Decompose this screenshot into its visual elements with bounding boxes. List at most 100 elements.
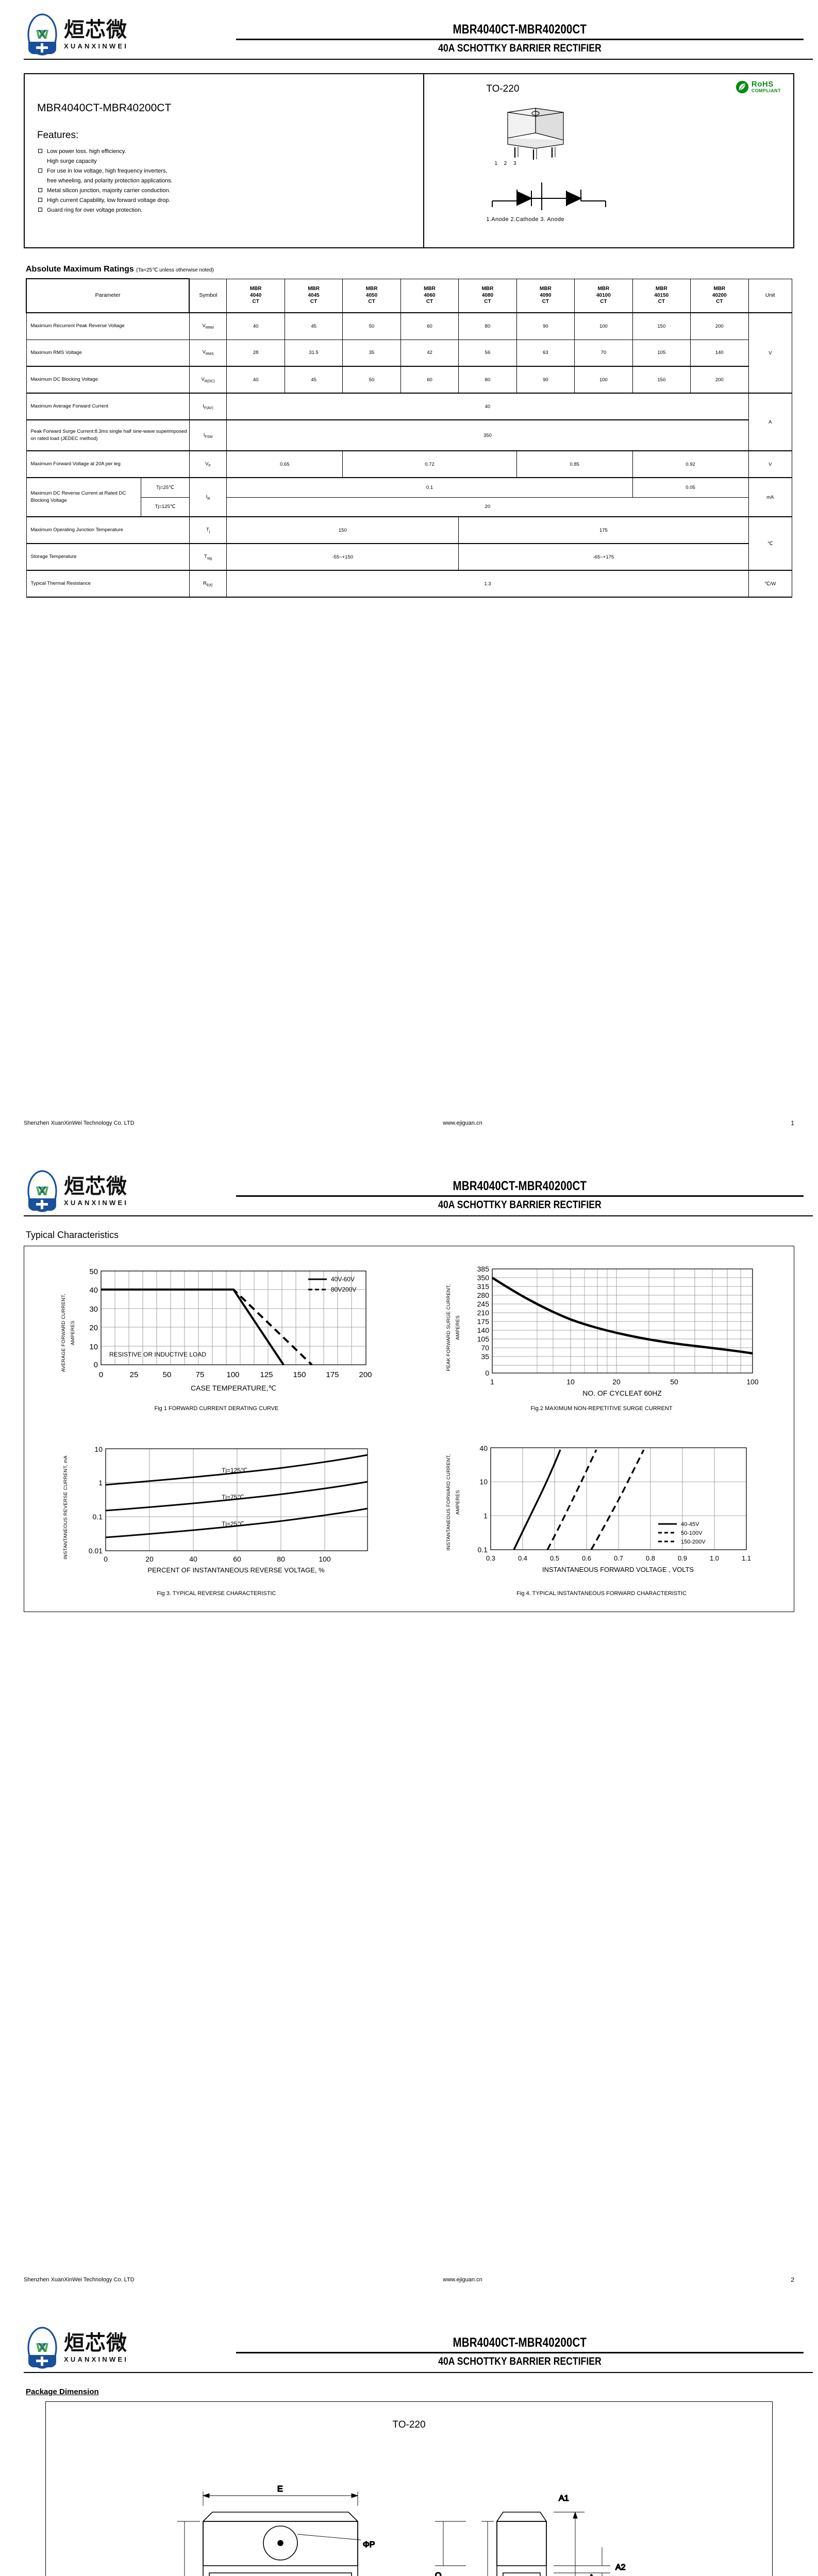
fig1-ytick: 10 xyxy=(89,1343,98,1351)
col-device-5: MBR 4090 CT xyxy=(516,278,575,313)
device-prefix: MBR xyxy=(424,286,436,292)
device-number: 40150 xyxy=(654,292,669,298)
page-1: X W 烜芯微 XUANXINWEI MBR4040CT-MBR40200CT … xyxy=(0,0,818,1157)
fig1-legend-label-1: 80V200V xyxy=(331,1286,356,1293)
document-title: MBR4040CT-MBR40200CT xyxy=(453,2335,587,2350)
list-item: High current Capability, low forward vol… xyxy=(37,196,413,205)
col-symbol: Symbol xyxy=(189,278,227,313)
svg-text:W: W xyxy=(36,2342,48,2355)
cell-value: 60 xyxy=(400,312,459,340)
fig4-xtick: 0.9 xyxy=(678,1554,687,1562)
fig4-xtick: 0.8 xyxy=(646,1554,655,1562)
footer-website[interactable]: www.ejiguan.cn xyxy=(443,2277,482,2283)
fig3-ylabel: INSTANTANEOUS REVERSE CURRENT, mA xyxy=(63,1455,69,1560)
table-row-ifav: Maximum Average Forward Current IF(AV) 4… xyxy=(26,393,792,451)
param-name: Maximum Recurrent Peak Reverse Voltage xyxy=(26,312,190,340)
cell-value: 63 xyxy=(516,339,575,367)
param-symbol: IR xyxy=(189,477,227,517)
ratings-title-text: Absolute Maximum Ratings xyxy=(26,265,134,274)
fig2-ytick: 210 xyxy=(477,1309,490,1317)
col-device-4: MBR 4080 CT xyxy=(458,278,517,313)
device-prefix: MBR xyxy=(713,286,726,292)
checkbox-icon xyxy=(38,208,42,212)
dim-label-Q: Q xyxy=(435,2571,441,2576)
fig1-xlabel: CASE TEMPERATURE,℃ xyxy=(191,1384,276,1392)
fig4-xtick: 0.4 xyxy=(518,1554,527,1562)
logo-emblem-icon: X W xyxy=(24,1170,61,1212)
cell-value: 0.05 xyxy=(632,477,749,498)
company-logo: X W 烜芯微 XUANXINWEI xyxy=(14,13,236,56)
cell-value: 20 xyxy=(226,497,749,517)
param-name: Peak Forward Surge Current:8.3ms single … xyxy=(26,419,190,451)
page-2: X W 烜芯微 XUANXINWEI MBR4040CT-MBR40200CT … xyxy=(0,1157,818,2313)
device-number: 4090 xyxy=(540,292,552,298)
svg-text:W: W xyxy=(36,1185,48,1198)
param-name: Typical Thermal Resistance xyxy=(26,570,190,598)
page-header: X W 烜芯微 XUANXINWEI MBR4040CT-MBR40200CT … xyxy=(14,2313,804,2369)
cell-value: 150 xyxy=(632,312,691,340)
fig4-xtick: 0.6 xyxy=(582,1554,591,1562)
fig4-series-40-45v xyxy=(513,1449,561,1551)
document-title: MBR4040CT-MBR40200CT xyxy=(453,22,587,37)
fig2-ytick: 105 xyxy=(477,1335,490,1343)
logo-english-name: XUANXINWEI xyxy=(64,42,129,50)
fig1-series-dashed xyxy=(101,1289,313,1366)
fig3-xtick: 60 xyxy=(233,1555,241,1563)
device-suffix: CT xyxy=(542,299,549,304)
fig3-annotation-2: Tj=25℃ xyxy=(222,1520,244,1528)
rohs-badge: RoHS COMPLIANT xyxy=(736,80,781,94)
param-name: Storage Temperature xyxy=(26,543,190,571)
cell-value: 40 xyxy=(226,393,749,420)
device-suffix: CT xyxy=(368,299,375,304)
fig2-xtick: 20 xyxy=(612,1378,621,1386)
fig2-caption: Fig.2 MAXIMUM NON-REPETITIVE SURGE CURRE… xyxy=(530,1405,673,1412)
param-symbol: RθJC xyxy=(189,570,227,598)
fig1-ytick: 50 xyxy=(89,1267,98,1276)
table-row-rth: Typical Thermal Resistance RθJC 1.3 ℃/W xyxy=(26,570,792,598)
dim-label-A: A xyxy=(589,2573,594,2576)
device-number: 4040 xyxy=(250,292,262,298)
cell-value: 1.3 xyxy=(226,570,749,598)
chart-fig2: PEAK FORWARD SURGE CURRENT, AMPERES xyxy=(416,1256,787,1413)
fig1-xtick: 200 xyxy=(359,1370,372,1379)
fig1-xtick: 50 xyxy=(163,1370,172,1379)
footer-company: Shenzhen XuanXinWei Technology Co. LTD xyxy=(24,1120,135,1126)
device-prefix: MBR xyxy=(481,286,494,292)
fig1-xtick: 75 xyxy=(196,1370,205,1379)
footer-website[interactable]: www.ejiguan.cn xyxy=(443,1120,482,1126)
document-subtitle: 40A SCHOTTKY BARRIER RECTIFIER xyxy=(438,1199,602,1211)
dim-label-E: E xyxy=(277,2485,283,2494)
device-prefix: MBR xyxy=(365,286,378,292)
header-divider xyxy=(236,39,804,40)
table-row-tj: Maximum Operating Junction Temperature T… xyxy=(26,516,792,571)
device-prefix: MBR xyxy=(249,286,262,292)
cell-value: 140 xyxy=(690,339,749,367)
header-divider-2 xyxy=(24,2372,813,2373)
page-number: 1 xyxy=(791,1120,794,1127)
table-row-vrms: Maximum RMS Voltage VRMS 28 31.5 35 42 5… xyxy=(26,339,792,367)
part-number-title: MBR4040CT-MBR40200CT xyxy=(37,102,172,114)
fig1-ylabel-2: AMPERES xyxy=(70,1320,76,1345)
fig3-ytick: 1 xyxy=(98,1479,103,1487)
param-name: Maximum DC Blocking Voltage xyxy=(26,366,190,394)
list-item: For use in low voltage, high frequency i… xyxy=(37,167,413,176)
fig3-series-125c xyxy=(105,1454,368,1486)
col-device-7: MBR 40150 CT xyxy=(632,278,691,313)
ratings-section-title: Absolute Maximum Ratings (Ta=25℃ unless … xyxy=(26,265,804,274)
cell-value: 200 xyxy=(690,312,749,340)
fig2-ytick: 280 xyxy=(477,1291,490,1299)
condition-label: Tj=25℃ xyxy=(141,477,190,498)
document-title: MBR4040CT-MBR40200CT xyxy=(453,1179,587,1193)
cell-value: 0.85 xyxy=(516,450,633,478)
fig2-xtick: 10 xyxy=(566,1378,575,1386)
fig3-xtick: 100 xyxy=(319,1555,331,1563)
cell-value: 40 xyxy=(226,312,285,340)
fig1-xtick: 0 xyxy=(99,1370,103,1379)
cell-value: 100 xyxy=(574,366,633,394)
fig3-xtick: 80 xyxy=(277,1555,285,1563)
cell-value: 0.65 xyxy=(226,450,343,478)
company-logo: X W 烜芯微 XUANXINWEI xyxy=(14,2327,236,2369)
cell-value: 0.92 xyxy=(632,450,749,478)
fig1-xtick: 150 xyxy=(293,1370,306,1379)
fig3-annotation-0: Tj=125℃ xyxy=(222,1467,248,1474)
